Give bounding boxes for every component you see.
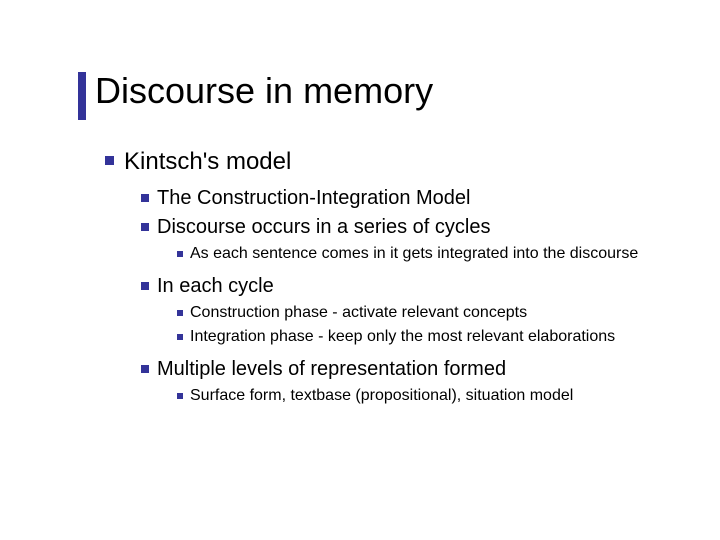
- slide-body: Kintsch's model The Construction-Integra…: [105, 148, 675, 410]
- square-bullet-icon: [141, 282, 149, 290]
- square-bullet-icon: [141, 365, 149, 373]
- level2-text: Discourse occurs in a series of cycles: [157, 216, 490, 238]
- bullet-level3: Integration phase - keep only the most r…: [177, 327, 675, 347]
- level2-text: Multiple levels of representation formed: [157, 358, 506, 380]
- square-bullet-icon: [141, 194, 149, 202]
- level3-text: Construction phase - activate relevant c…: [190, 303, 675, 323]
- square-bullet-icon: [177, 393, 183, 399]
- bullet-level3: As each sentence comes in it gets integr…: [177, 244, 675, 264]
- bullet-level2: Discourse occurs in a series of cycles: [141, 215, 675, 240]
- bullet-level2: Multiple levels of representation formed: [141, 357, 675, 382]
- bullet-level3: Construction phase - activate relevant c…: [177, 303, 675, 323]
- bullet-level2: In each cycle: [141, 274, 675, 299]
- bullet-level3: Surface form, textbase (propositional), …: [177, 386, 675, 406]
- bullet-level2: The Construction-Integration Model: [141, 186, 675, 211]
- square-bullet-icon: [177, 251, 183, 257]
- level3-text: Integration phase - keep only the most r…: [190, 327, 675, 347]
- level3-text: As each sentence comes in it gets integr…: [190, 244, 675, 264]
- bullet-level1: Kintsch's model: [105, 148, 675, 176]
- level1-text: Kintsch's model: [124, 148, 291, 175]
- square-bullet-icon: [177, 334, 183, 340]
- square-bullet-icon: [141, 223, 149, 231]
- level2-text: In each cycle: [157, 275, 274, 297]
- level3-text: Surface form, textbase (propositional), …: [190, 386, 675, 406]
- level2-text: The Construction-Integration Model: [157, 187, 471, 209]
- title-accent-bar: [78, 72, 86, 120]
- square-bullet-icon: [177, 310, 183, 316]
- slide-title: Discourse in memory: [95, 70, 433, 112]
- square-bullet-icon: [105, 156, 114, 165]
